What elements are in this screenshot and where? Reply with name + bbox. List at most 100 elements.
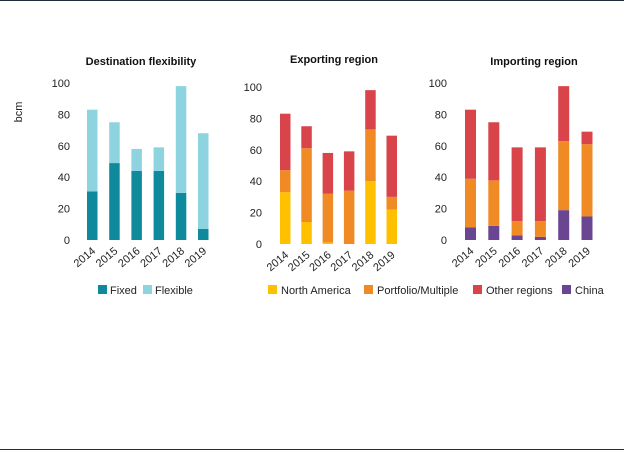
legend-swatch-flexible [143,285,152,294]
bar-china-2015 [488,225,500,240]
x-tick-label-exporting-region: 2016 [307,249,333,274]
y-tick-label-destination-flexibility: 60 [58,141,70,153]
bar-china-2017 [534,236,546,240]
x-tick-label-destination-flexibility: 2017 [138,245,164,270]
legend-label-fixed: Fixed [110,285,137,297]
legend-swatch-portfolio [364,285,373,294]
x-tick-label-destination-flexibility: 2014 [72,245,98,270]
y-unit-label: bcm [13,102,25,123]
bar-portfolio-multiple-2014 [465,178,476,228]
y-tick-label-importing-region: 0 [441,235,447,247]
x-tick-label-importing-region: 2017 [520,245,546,270]
bar-north-america-2015 [301,222,312,244]
bar-fixed-2019 [198,229,209,240]
bar-portfolio-multiple-2015 [301,148,312,223]
bar-other-regions-2019 [581,131,593,145]
legend-label-portfolio: Portfolio/Multiple [377,285,458,297]
top-rule [0,0,624,1]
legend-swatch-fixed [98,285,107,294]
x-tick-label-importing-region: 2018 [543,245,569,270]
bar-flexible-2016 [131,148,142,171]
y-tick-label-exporting-region: 60 [250,145,262,157]
bar-flexible-2014 [87,109,98,192]
x-tick-label-exporting-region: 2019 [371,249,397,274]
bar-north-america-2014 [280,192,291,244]
bar-flexible-2015 [109,122,120,164]
y-tick-label-importing-region: 20 [435,204,447,216]
x-tick-label-importing-region: 2016 [497,245,523,270]
bar-north-america-2016 [322,242,334,244]
x-tick-label-importing-region: 2019 [566,245,592,270]
y-tick-label-importing-region: 60 [435,141,447,153]
bars-layer: 0204060801002014201520162017201820190204… [52,78,593,274]
panel-exporting-region: Exporting region [290,54,378,66]
y-tick-label-importing-region: 100 [429,78,447,90]
bar-north-america-2018 [365,181,376,244]
bar-fixed-2017 [153,170,165,240]
bar-china-2019 [581,216,593,240]
y-tick-label-exporting-region: 100 [244,82,262,94]
bar-fixed-2018 [175,192,187,240]
bar-flexible-2018 [175,86,187,193]
y-tick-label-importing-region: 80 [435,109,447,121]
panel-importing-region: Importing region [490,56,578,68]
bar-other-regions-2014 [280,113,291,171]
x-tick-label-exporting-region: 2015 [286,249,312,274]
bar-other-regions-2018 [365,90,376,130]
legend-left: Fixed Flexible [98,285,193,297]
legend-label-other-regions: Other regions [486,285,553,297]
x-tick-label-importing-region: 2015 [473,245,499,270]
y-tick-label-exporting-region: 80 [250,113,262,125]
bar-other-regions-2015 [301,126,312,149]
bar-other-regions-2019 [386,135,397,197]
panel-title-importing-region: Importing region [490,56,578,68]
bar-other-regions-2016 [511,147,523,222]
y-tick-label-destination-flexibility: 0 [64,235,70,247]
bar-portfolio-multiple-2019 [581,144,593,217]
bar-other-regions-2017 [343,151,355,191]
bar-other-regions-2017 [534,147,546,222]
bar-china-2016 [511,235,523,240]
panel-title-destination-flexibility: Destination flexibility [86,56,198,68]
x-tick-label-exporting-region: 2014 [265,249,291,274]
panel-destination-flexibility: Destination flexibility [86,56,198,68]
bar-north-america-2019 [386,209,397,244]
x-tick-label-exporting-region: 2017 [329,249,355,274]
y-tick-label-destination-flexibility: 20 [58,204,70,216]
y-tick-label-destination-flexibility: 100 [52,78,70,90]
x-tick-label-exporting-region: 2018 [350,249,376,274]
bar-portfolio-multiple-2015 [488,180,500,226]
bar-other-regions-2018 [558,86,570,142]
bar-china-2014 [465,227,476,240]
bar-portfolio-multiple-2016 [511,221,523,236]
y-tick-label-destination-flexibility: 80 [58,109,70,121]
bar-portfolio-multiple-2018 [365,129,376,182]
bar-fixed-2014 [87,191,98,240]
y-tick-label-exporting-region: 0 [256,239,262,251]
x-tick-label-destination-flexibility: 2018 [161,245,187,270]
x-tick-label-importing-region: 2014 [450,245,476,270]
bar-other-regions-2014 [465,109,476,179]
legend-right: North America Portfolio/Multiple Other r… [268,285,605,297]
bar-fixed-2016 [131,170,142,240]
bar-portfolio-multiple-2017 [534,221,546,237]
bottom-rule [0,449,624,450]
panel-title-exporting-region: Exporting region [290,54,378,66]
x-tick-label-destination-flexibility: 2019 [183,245,209,270]
bar-other-regions-2015 [488,122,500,181]
legend-swatch-other-regions [473,285,482,294]
x-tick-label-destination-flexibility: 2016 [116,245,142,270]
legend-label-north-america: North America [281,285,352,297]
bar-china-2018 [558,210,570,240]
legend-swatch-china [562,285,571,294]
bar-portfolio-multiple-2019 [386,196,397,210]
bar-portfolio-multiple-2016 [322,193,334,243]
legend-label-flexible: Flexible [155,285,193,297]
bar-other-regions-2016 [322,152,334,194]
y-tick-label-exporting-region: 20 [250,208,262,220]
bar-fixed-2015 [109,163,120,240]
